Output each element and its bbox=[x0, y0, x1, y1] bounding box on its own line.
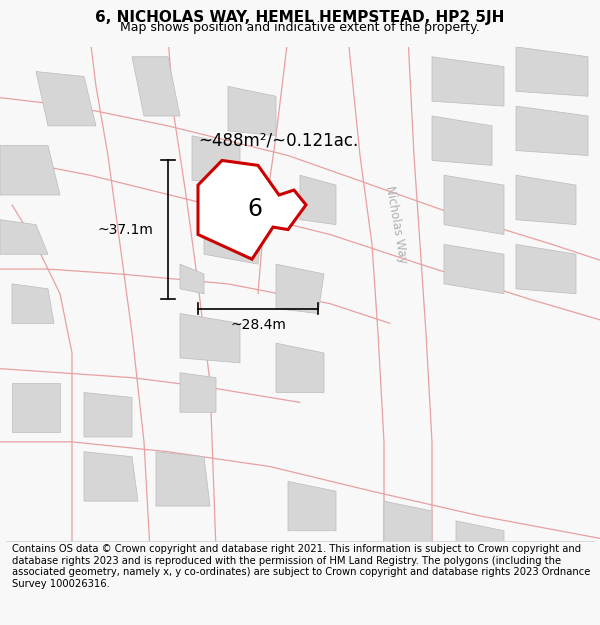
Text: Nicholas Way: Nicholas Way bbox=[383, 185, 409, 264]
Polygon shape bbox=[456, 521, 504, 551]
Polygon shape bbox=[12, 382, 60, 432]
Polygon shape bbox=[228, 86, 276, 136]
Polygon shape bbox=[276, 264, 324, 314]
Polygon shape bbox=[516, 47, 588, 96]
Text: ~37.1m: ~37.1m bbox=[97, 222, 153, 236]
Polygon shape bbox=[84, 392, 132, 437]
Polygon shape bbox=[192, 136, 240, 185]
Polygon shape bbox=[300, 175, 336, 224]
Polygon shape bbox=[180, 372, 216, 413]
Text: 6, NICHOLAS WAY, HEMEL HEMPSTEAD, HP2 5JH: 6, NICHOLAS WAY, HEMEL HEMPSTEAD, HP2 5J… bbox=[95, 10, 505, 25]
Polygon shape bbox=[84, 452, 138, 501]
Polygon shape bbox=[36, 71, 96, 126]
Text: Contains OS data © Crown copyright and database right 2021. This information is : Contains OS data © Crown copyright and d… bbox=[12, 544, 590, 589]
Polygon shape bbox=[516, 106, 588, 156]
Polygon shape bbox=[132, 57, 180, 116]
Polygon shape bbox=[12, 284, 54, 323]
Polygon shape bbox=[444, 244, 504, 294]
Text: 6: 6 bbox=[248, 197, 263, 221]
Polygon shape bbox=[516, 175, 576, 224]
Polygon shape bbox=[516, 244, 576, 294]
Polygon shape bbox=[156, 452, 210, 506]
Polygon shape bbox=[288, 481, 336, 531]
Text: Map shows position and indicative extent of the property.: Map shows position and indicative extent… bbox=[120, 21, 480, 34]
Polygon shape bbox=[276, 343, 324, 392]
Polygon shape bbox=[432, 116, 492, 166]
Polygon shape bbox=[0, 146, 60, 195]
Polygon shape bbox=[198, 161, 306, 259]
Polygon shape bbox=[180, 264, 204, 294]
Polygon shape bbox=[204, 205, 264, 264]
Text: ~28.4m: ~28.4m bbox=[230, 318, 286, 332]
Text: ~488m²/~0.121ac.: ~488m²/~0.121ac. bbox=[198, 132, 358, 149]
Polygon shape bbox=[0, 219, 48, 254]
Polygon shape bbox=[432, 57, 504, 106]
Polygon shape bbox=[180, 314, 240, 363]
Polygon shape bbox=[384, 501, 432, 551]
Polygon shape bbox=[444, 175, 504, 234]
